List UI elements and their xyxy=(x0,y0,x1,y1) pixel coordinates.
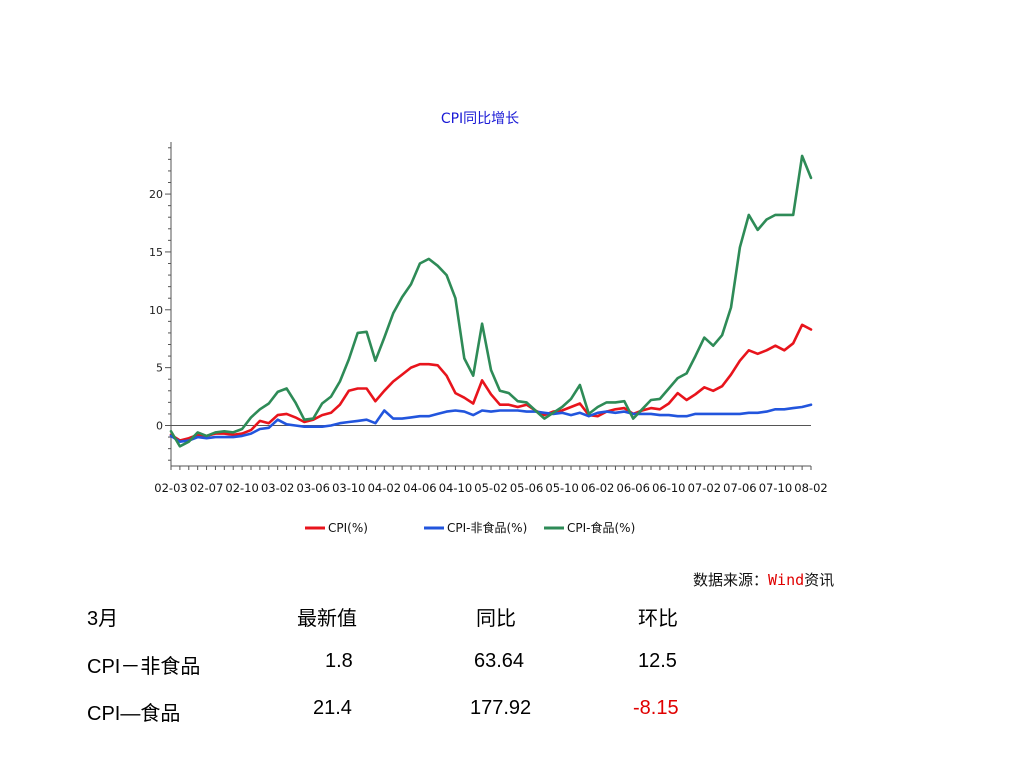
y-tick-label: 5 xyxy=(156,362,163,375)
data-source: 数据来源：Wind资讯 xyxy=(693,569,834,590)
table-header-latest: 最新值 xyxy=(297,608,357,630)
legend-label: CPI(%) xyxy=(328,521,368,535)
x-tick-label: 08-02 xyxy=(794,481,827,495)
x-tick-label: 02-07 xyxy=(190,481,223,495)
x-tick-label: 07-02 xyxy=(688,481,721,495)
y-tick-label: 10 xyxy=(149,304,163,317)
x-tick-label: 04-06 xyxy=(403,481,436,495)
x-tick-label: 03-06 xyxy=(297,481,330,495)
legend-label: CPI-非食品(%) xyxy=(447,520,527,535)
table-cell-latest: 1.8 xyxy=(325,650,353,672)
series-line xyxy=(169,403,813,444)
x-tick-label: 04-02 xyxy=(368,481,401,495)
series-line xyxy=(169,154,813,448)
x-tick-label: 06-02 xyxy=(581,481,614,495)
x-tick-label: 07-06 xyxy=(723,481,756,495)
legend-label: CPI-食品(%) xyxy=(567,520,635,535)
source-suffix: 资讯 xyxy=(804,571,835,589)
table-cell-yoy: 63.64 xyxy=(474,650,525,672)
table-cell-mom-negative: -8.15 xyxy=(633,697,679,719)
source-prefix: 数据来源： xyxy=(693,571,769,589)
x-tick-label: 02-03 xyxy=(154,481,187,495)
source-brand: Wind xyxy=(768,571,805,589)
y-tick-label: 15 xyxy=(149,246,163,259)
table-cell-mom: 12.5 xyxy=(638,650,677,672)
table-cell-yoy: 177.92 xyxy=(470,697,532,719)
table-header-month: 3月 xyxy=(87,608,119,630)
series-line xyxy=(169,323,813,442)
x-tick-label: 05-10 xyxy=(545,481,578,495)
x-tick-label: 05-06 xyxy=(510,481,543,495)
x-tick-label: 02-10 xyxy=(225,481,258,495)
x-tick-label: 03-10 xyxy=(332,481,365,495)
table-cell-latest: 21.4 xyxy=(313,697,352,719)
x-tick-label: 06-10 xyxy=(652,481,685,495)
table-row-label: CPI－非食品 xyxy=(87,656,201,678)
y-tick-label: 20 xyxy=(149,188,163,201)
table-header-yoy: 同比 xyxy=(476,608,516,630)
x-tick-label: 03-02 xyxy=(261,481,294,495)
chart-title: CPI同比增长 xyxy=(440,111,520,127)
x-tick-label: 06-06 xyxy=(617,481,650,495)
y-tick-label: 0 xyxy=(156,420,163,433)
x-tick-label: 05-02 xyxy=(474,481,507,495)
table-header-mom: 环比 xyxy=(638,608,678,630)
x-tick-label: 07-10 xyxy=(759,481,792,495)
x-tick-label: 04-10 xyxy=(439,481,472,495)
table-row-label: CPI—食品 xyxy=(87,703,181,725)
